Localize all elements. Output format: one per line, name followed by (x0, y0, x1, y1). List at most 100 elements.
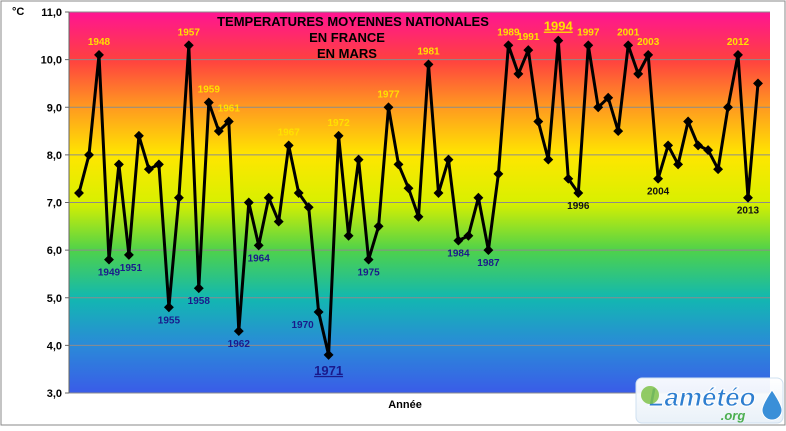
year-annotation: 1987 (477, 258, 500, 269)
y-tick-label: 10,0 (41, 55, 62, 67)
year-annotation: 1997 (577, 27, 600, 38)
data-point (193, 283, 204, 294)
data-point (633, 68, 644, 79)
data-point (613, 126, 624, 137)
year-annotation: 1957 (178, 27, 201, 38)
year-annotation: 1989 (497, 27, 520, 38)
data-point (313, 307, 324, 317)
data-point (223, 116, 234, 127)
year-annotation: 1994 (544, 19, 574, 34)
data-point (703, 145, 714, 156)
year-annotation: 1964 (248, 253, 271, 264)
year-annotation: 1967 (278, 127, 301, 138)
data-point (513, 68, 524, 79)
data-point (263, 192, 274, 203)
year-annotation: 1962 (228, 339, 251, 350)
data-point (543, 154, 554, 165)
data-point (723, 102, 733, 113)
data-point (333, 130, 344, 141)
data-point (523, 45, 534, 56)
data-point (433, 188, 444, 198)
y-tick-label: 4,0 (47, 340, 62, 352)
data-point (84, 149, 94, 160)
year-annotation: 1971 (314, 363, 343, 378)
data-point (283, 140, 294, 151)
data-point (453, 235, 464, 246)
year-annotations: 1948 1957 1959 1961 1967 1972 1977 1981 19891991… (88, 19, 760, 378)
data-point (443, 154, 454, 165)
data-point (673, 159, 684, 170)
chart-title-line-2: EN FRANCE (309, 30, 385, 45)
data-point (463, 230, 474, 241)
year-annotation: 1948 (88, 37, 111, 48)
chart-title: TEMPERATURES MOYENNES NATIONALES EN FRAN… (217, 14, 489, 61)
year-annotation: 2003 (637, 37, 660, 48)
data-point (573, 188, 584, 198)
year-annotation: 1996 (567, 201, 590, 212)
y-tick-label: 9,0 (47, 102, 62, 114)
data-point (183, 40, 194, 51)
data-point (293, 188, 304, 198)
data-point (493, 168, 504, 179)
y-tick-label: 7,0 (47, 198, 62, 210)
data-point (373, 221, 384, 232)
data-point (713, 164, 724, 175)
year-annotation: 1961 (218, 104, 241, 115)
data-point (74, 188, 84, 198)
y-tick-label: 5,0 (47, 293, 62, 305)
data-point (483, 245, 494, 256)
chart-title-line-3: EN MARS (317, 46, 377, 61)
data-point (163, 302, 174, 313)
water-drop-icon (761, 389, 783, 421)
data-point (133, 130, 144, 141)
year-annotation: 1970 (291, 320, 314, 331)
data-point (233, 326, 244, 337)
data-point (583, 40, 594, 51)
lameteo-logo: Lamétéo .org (635, 377, 784, 424)
data-point (303, 202, 314, 213)
data-point (403, 183, 414, 194)
data-point (253, 240, 264, 251)
data-point (623, 40, 634, 51)
data-point (243, 197, 254, 208)
data-point (593, 102, 604, 113)
data-point (363, 254, 374, 265)
y-tick-label: 11,0 (41, 7, 62, 19)
logo-background (635, 377, 784, 424)
year-annotation: 2012 (727, 37, 750, 48)
data-point (353, 154, 364, 165)
year-annotation: 1958 (188, 296, 211, 307)
data-point-markers (74, 35, 763, 360)
data-point (753, 78, 763, 89)
data-point (323, 349, 334, 360)
logo-text: Lamétéo (649, 382, 756, 412)
year-annotation: 1959 (198, 85, 221, 96)
y-axis-ticks: 3,0 4,0 5,0 6,0 7,0 8,0 9,0 10,0 11,0 (41, 7, 70, 400)
year-annotation: 2004 (647, 187, 670, 198)
data-point (94, 49, 104, 60)
data-point (653, 173, 664, 184)
data-point (533, 116, 544, 127)
data-point (563, 173, 574, 184)
data-point (473, 192, 484, 203)
year-annotation: 2013 (737, 206, 760, 217)
year-annotation: 1981 (417, 46, 440, 57)
data-point (743, 192, 753, 203)
data-point (113, 159, 124, 170)
year-annotation: 1955 (158, 315, 181, 326)
data-point (683, 116, 694, 127)
data-point (343, 230, 354, 241)
data-point (643, 49, 654, 60)
year-annotation: 1977 (377, 89, 400, 100)
data-point (143, 164, 154, 175)
data-point (663, 140, 674, 151)
y-tick-label: 6,0 (47, 245, 62, 257)
data-point (393, 159, 404, 170)
year-annotation: 1972 (327, 118, 350, 129)
logo-suffix: .org (721, 408, 746, 423)
data-point (553, 35, 564, 46)
data-point (733, 49, 743, 60)
y-axis-label: °C (12, 6, 24, 18)
data-point (173, 192, 184, 203)
y-tick-label: 8,0 (47, 150, 62, 162)
